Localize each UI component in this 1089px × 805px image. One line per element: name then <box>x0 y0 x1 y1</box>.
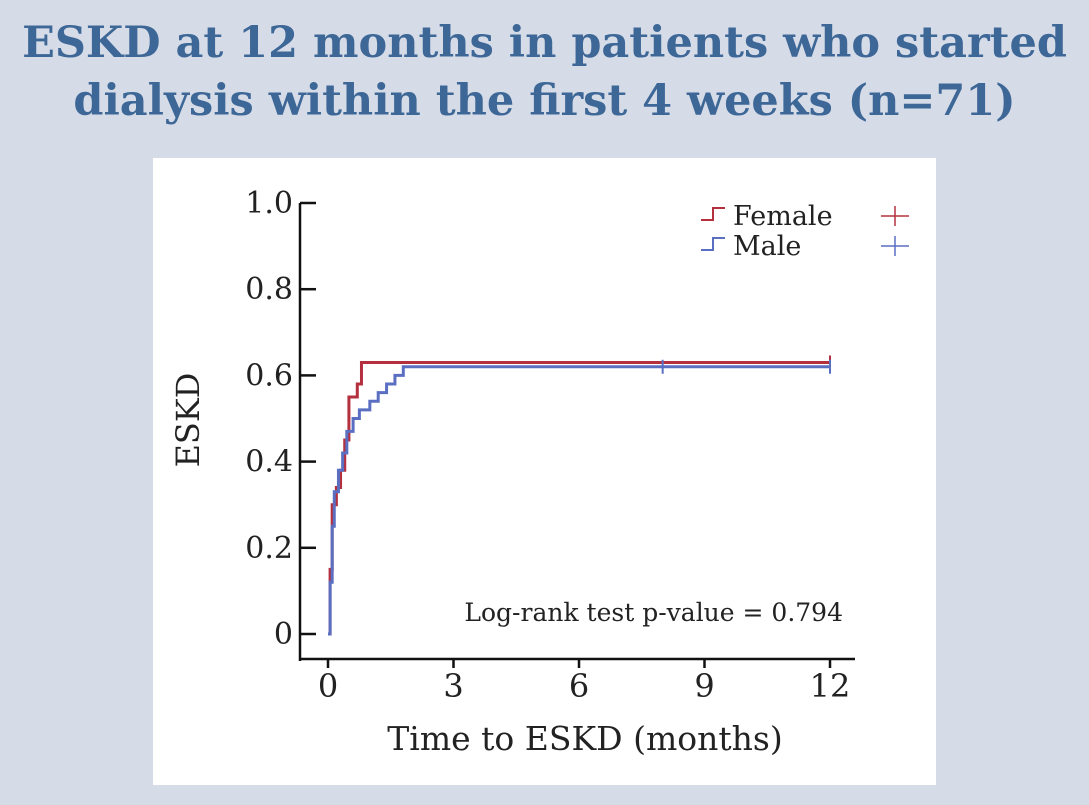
y-tick-label: 0 <box>274 617 293 652</box>
x-tick-label: 6 <box>569 667 589 705</box>
title-line-2: dialysis within the first 4 weeks (n=71) <box>73 76 1016 126</box>
y-axis-label: ESKD <box>169 373 207 468</box>
legend-icon-female <box>701 207 725 221</box>
series-line-male <box>328 365 830 636</box>
x-tick-label: 3 <box>443 667 463 705</box>
series-group <box>328 355 831 636</box>
y-tick-label: 0.2 <box>245 531 293 566</box>
series-line-female <box>328 360 830 636</box>
chart-panel: 0 0.2 0.4 0.6 0.8 1.0 0 3 6 9 12 Female Male ESKD T… <box>153 158 936 785</box>
x-tick-label: 12 <box>810 667 851 705</box>
title-line-1: ESKD at 12 months in patients who starte… <box>22 18 1067 68</box>
legend-label-male: Male <box>733 231 801 262</box>
legend-label-female: Female <box>733 201 833 232</box>
x-tick-label: 9 <box>694 667 714 705</box>
y-tick-label: 0.4 <box>245 445 293 480</box>
y-tick-label: 0.6 <box>245 358 293 393</box>
y-tick-label: 0.8 <box>245 272 293 307</box>
x-axis-label: Time to ESKD (months) <box>387 719 782 758</box>
y-tick-label: 1.0 <box>245 186 293 221</box>
pvalue-annotation: Log-rank test p-value = 0.794 <box>464 598 843 627</box>
axes: 0 0.2 0.4 0.6 0.8 1.0 0 3 6 9 12 <box>245 186 855 705</box>
x-tick-label: 0 <box>318 667 338 705</box>
legend-icon-male <box>701 237 725 251</box>
chart-title: ESKD at 12 months in patients who starte… <box>0 14 1089 130</box>
